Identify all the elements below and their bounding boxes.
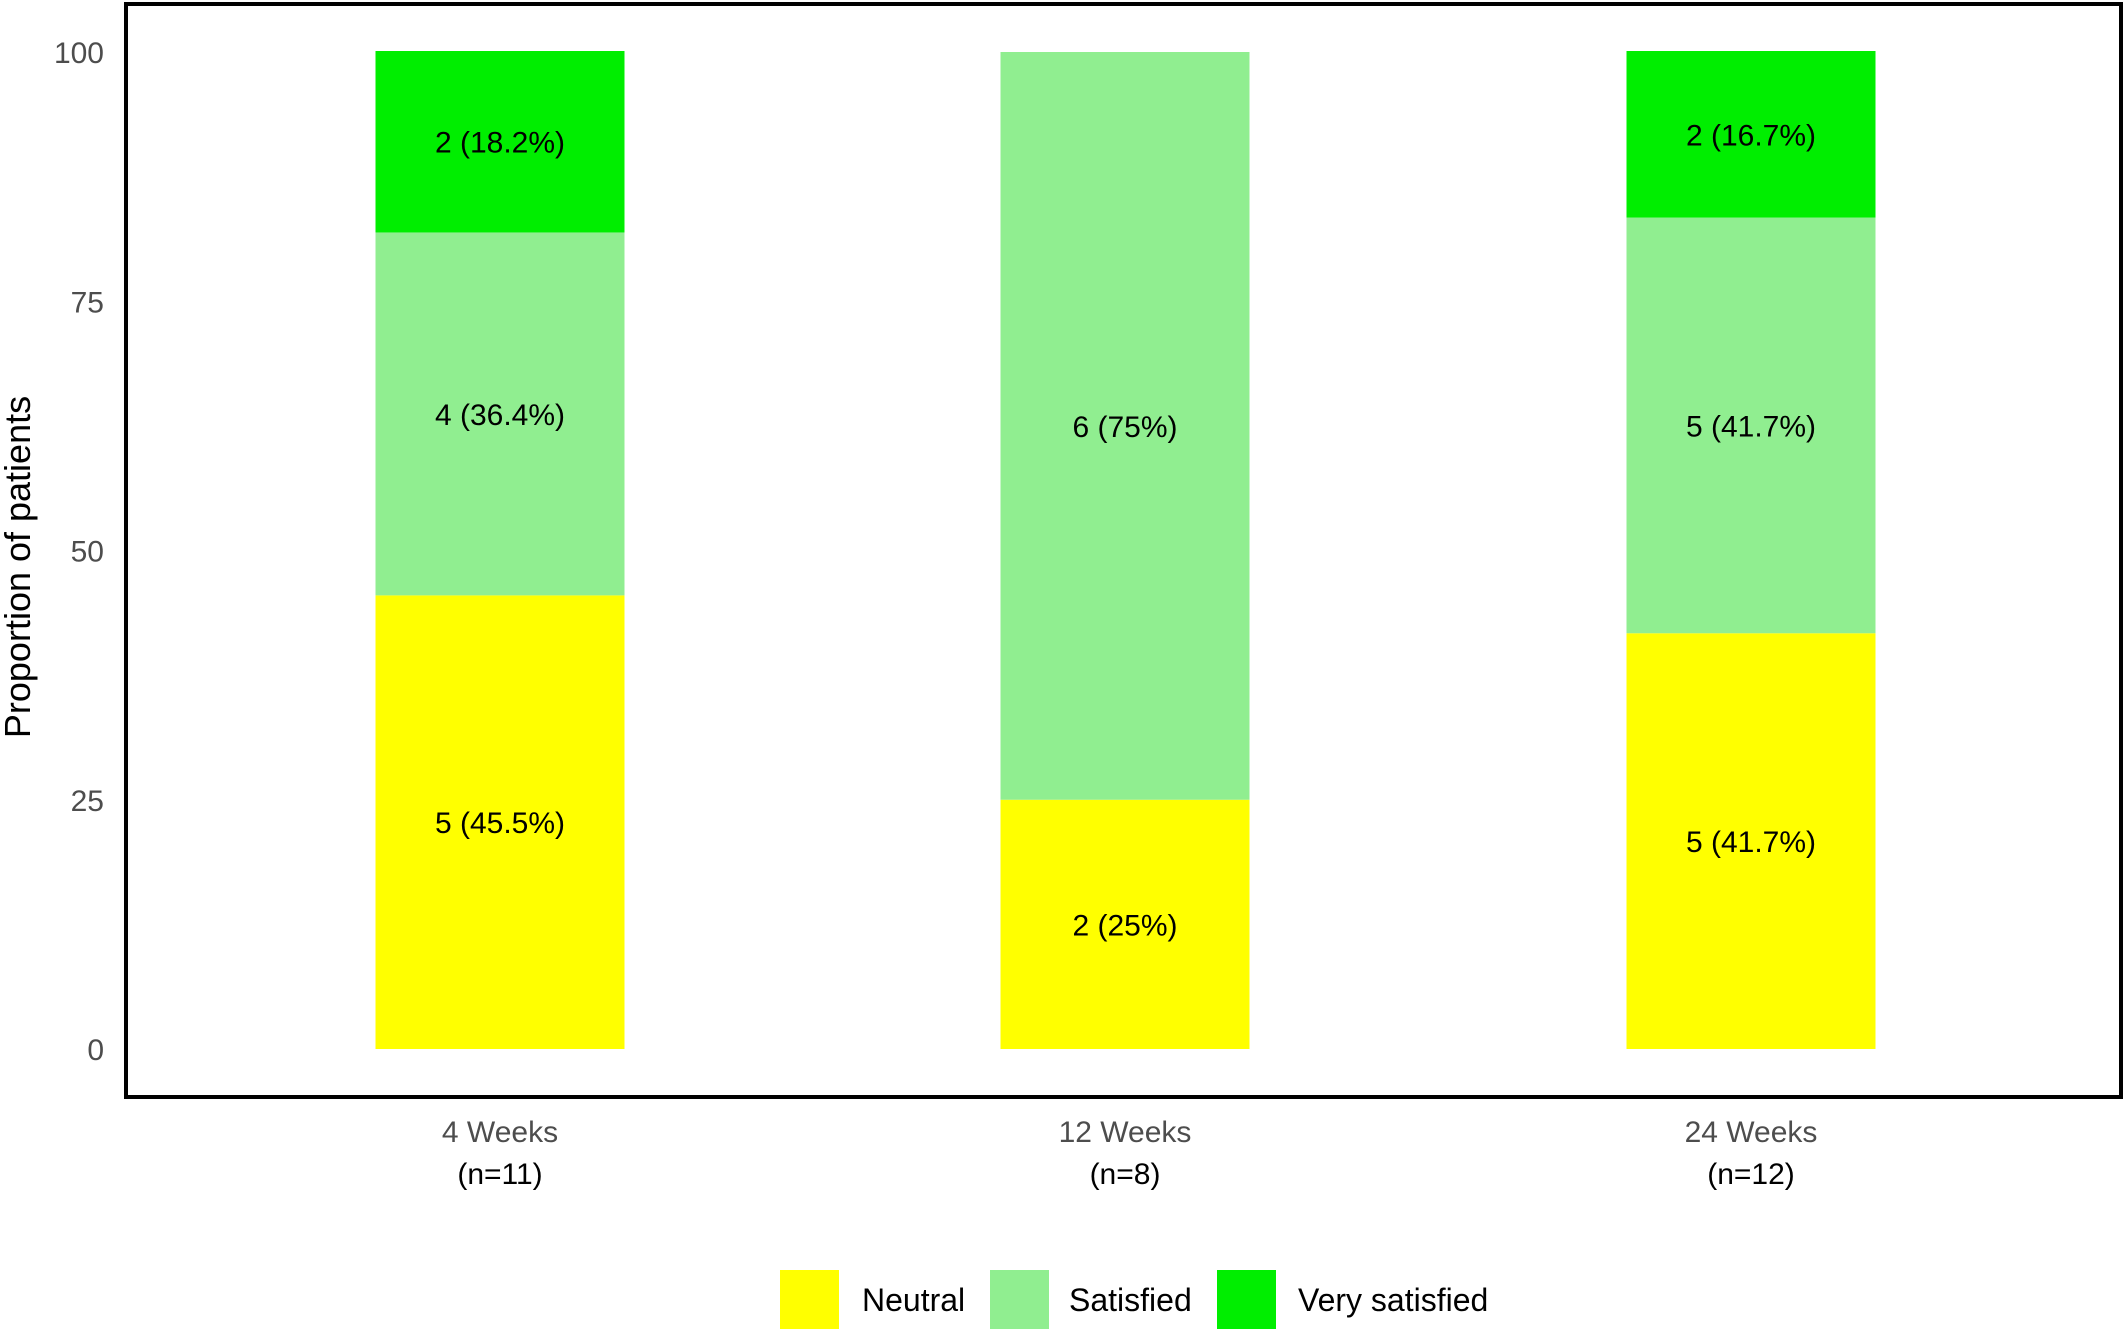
data-label: 4 (36.4%) xyxy=(435,399,565,432)
legend: Neutral Satisfied Very satisfied xyxy=(780,1270,1488,1329)
bar-segment-satisfied xyxy=(375,232,625,596)
data-label: 2 (25%) xyxy=(1072,909,1177,942)
data-label: 5 (45.5%) xyxy=(435,807,565,840)
y-tick-label: 25 xyxy=(71,785,104,818)
data-label: 6 (75%) xyxy=(1072,411,1177,444)
data-label: 2 (18.2%) xyxy=(435,127,565,160)
y-tick-label: 0 xyxy=(87,1034,104,1067)
x-tick-n-label: (n=8) xyxy=(1090,1158,1161,1191)
legend-label: Neutral xyxy=(862,1282,965,1318)
bar-segment-satisfied xyxy=(1000,52,1250,800)
plot-area: 5 (45.5%) 4 (36.4%) 2 (18.2%) 2 (25%) 6 (75%… xyxy=(375,51,1876,1049)
y-tick-label: 50 xyxy=(71,536,104,569)
legend-label: Satisfied xyxy=(1069,1282,1192,1318)
x-tick-n-label: (n=12) xyxy=(1707,1158,1795,1191)
data-label: 5 (41.7%) xyxy=(1686,410,1816,443)
x-tick-label: 24 Weeks xyxy=(1685,1116,1818,1149)
bar-segment-satisfied xyxy=(1626,217,1876,634)
y-axis-title: Proportion of patients xyxy=(0,396,38,738)
bar-segment-neutral xyxy=(1626,633,1876,1049)
legend-key-very-satisfied xyxy=(1217,1270,1276,1329)
legend-label: Very satisfied xyxy=(1298,1282,1488,1318)
x-tick-n-label: (n=11) xyxy=(457,1158,542,1191)
plot-border xyxy=(124,2,2123,1099)
x-tick-label: 4 Weeks xyxy=(442,1116,558,1149)
legend-key-neutral xyxy=(780,1270,839,1329)
legend-key-satisfied xyxy=(990,1270,1049,1329)
x-axis: 4 Weeks (n=11) 12 Weeks (n=8) 24 Weeks (n=12) xyxy=(442,1116,1818,1191)
bar-segment-very-satisfied xyxy=(375,51,625,233)
x-tick-label: 12 Weeks xyxy=(1059,1116,1192,1149)
y-axis: 0 25 50 75 100 xyxy=(54,37,104,1067)
bar-segment-very-satisfied xyxy=(1626,51,1876,218)
bar-segment-neutral xyxy=(375,595,625,1049)
bar-segment-neutral xyxy=(1000,799,1250,1049)
data-label: 2 (16.7%) xyxy=(1686,119,1816,152)
y-tick-label: 75 xyxy=(71,286,104,319)
data-label: 5 (41.7%) xyxy=(1686,826,1816,859)
y-tick-label: 100 xyxy=(54,37,104,70)
